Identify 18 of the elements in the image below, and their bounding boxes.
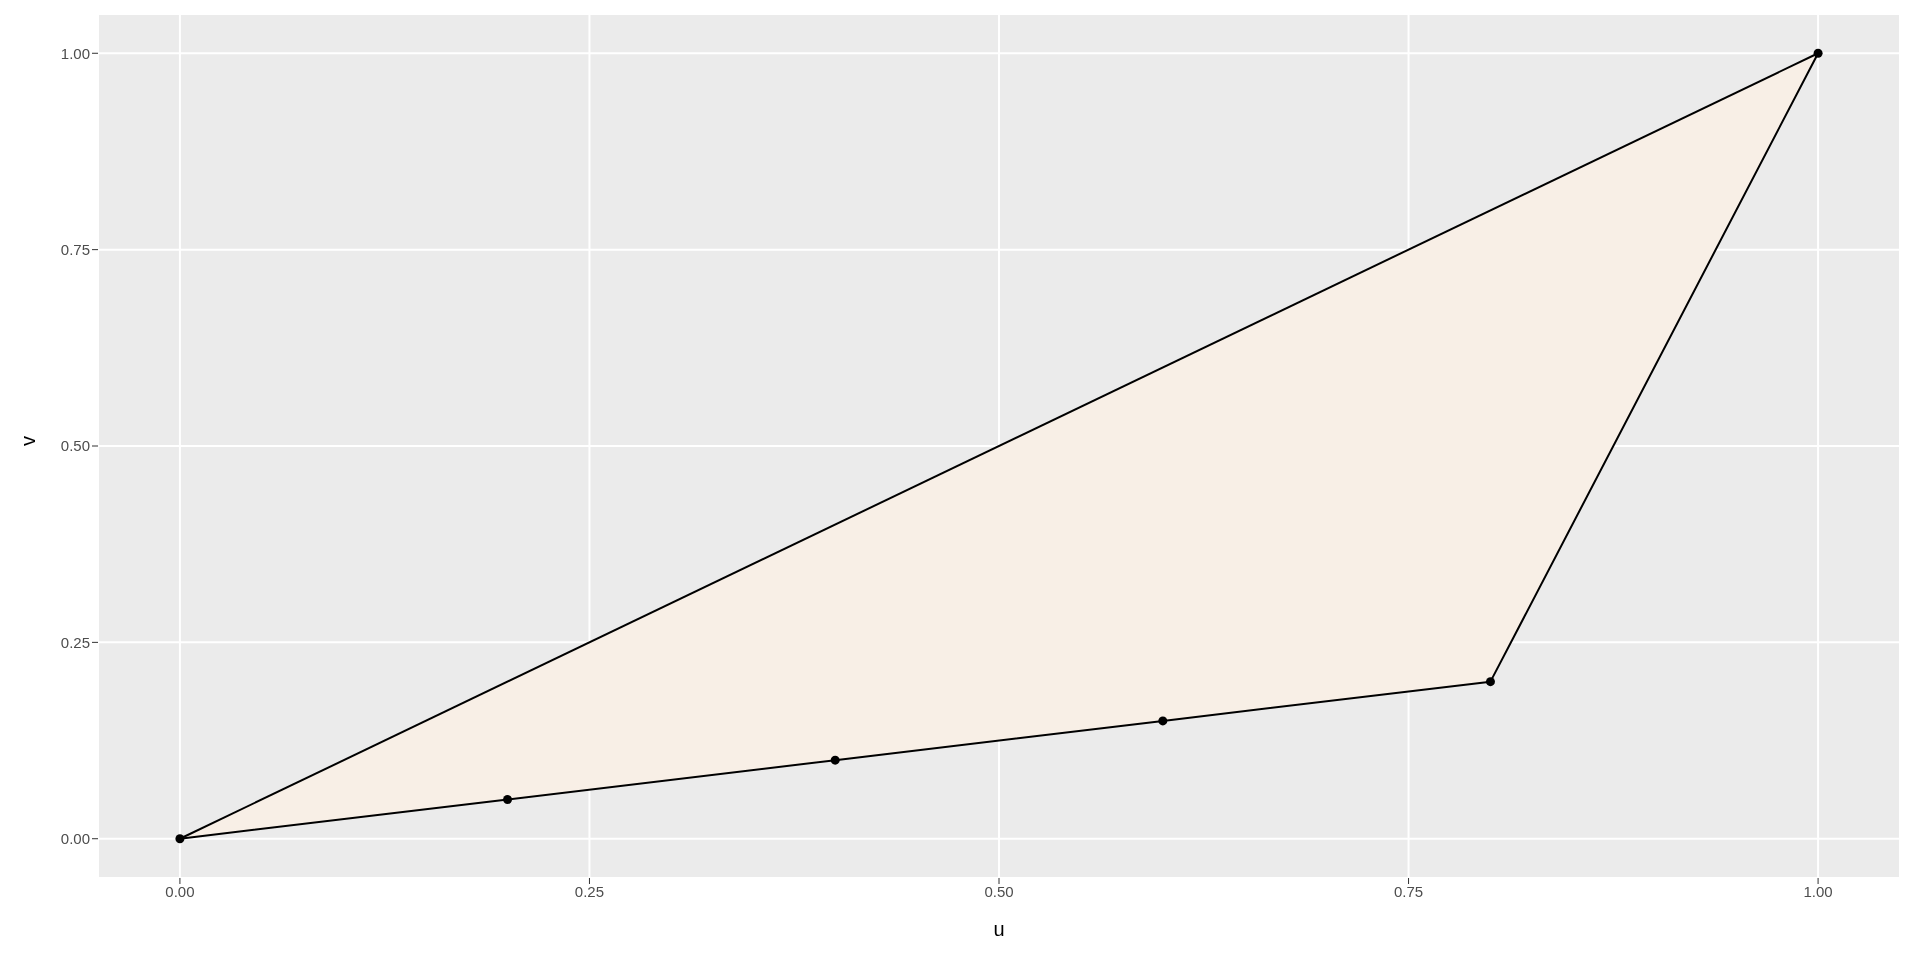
point: [1485, 677, 1495, 687]
y-tick-label: 1.00: [60, 44, 90, 62]
y-tick-label: 0.75: [60, 240, 90, 258]
point: [1158, 716, 1168, 726]
point: [830, 755, 840, 765]
point: [1813, 48, 1823, 58]
point: [503, 794, 513, 804]
y-tick-label: 0.50: [60, 437, 90, 455]
x-axis-title: u: [993, 918, 1005, 940]
x-tick-label: 1.00: [1803, 882, 1833, 900]
point: [175, 834, 185, 844]
y-tick-label: 0.00: [60, 830, 90, 848]
x-tick-label: 0.75: [1393, 882, 1424, 900]
y-axis-title: v: [17, 436, 40, 446]
x-tick-label: 0.25: [574, 882, 605, 900]
y-tick-label: 0.25: [60, 633, 90, 651]
x-tick-label: 0.50: [984, 882, 1014, 900]
x-tick-label: 0.00: [165, 882, 195, 900]
